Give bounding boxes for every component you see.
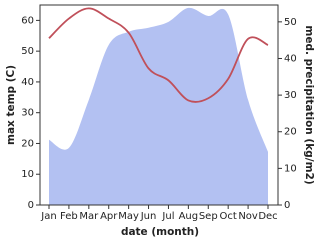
y-tick-label: 10 (21, 169, 34, 180)
y2-tick-label: 40 (284, 53, 297, 64)
y2-tick-label: 0 (284, 200, 290, 211)
precipitation-area (49, 7, 268, 205)
x-tick-label: Sep (199, 211, 218, 222)
x-tick-label: Aug (179, 211, 199, 222)
x-tick-label: Jan (40, 211, 56, 222)
x-tick-label: Nov (238, 211, 258, 222)
y-tick-label: 30 (21, 108, 34, 119)
x-tick-label: Jun (140, 211, 157, 222)
y-axis-label: max temp (C) (5, 65, 17, 145)
x-tick-label: Jul (161, 211, 174, 222)
y2-axis-label: med. precipitation (kg/m2) (303, 25, 315, 184)
y-tick-label: 50 (21, 46, 34, 57)
x-tick-label: May (118, 211, 139, 222)
x-axis-label: date (month) (121, 226, 199, 238)
temp-line (48, 7, 269, 103)
y-tick-label: 0 (28, 200, 34, 211)
y2-tick-label: 50 (284, 17, 297, 28)
x-tick-label: Oct (220, 211, 237, 222)
y-tick-label: 60 (21, 15, 34, 26)
x-tick-label: Dec (258, 211, 277, 222)
y2-tick-label: 30 (284, 90, 297, 101)
plot-frame (39, 4, 279, 206)
y-tick-label: 40 (21, 77, 34, 88)
x-tick-label: Mar (79, 211, 99, 222)
x-tick-label: Feb (60, 211, 78, 222)
x-tick-label: Apr (100, 211, 118, 222)
y-tick-label: 20 (21, 138, 34, 149)
y2-tick-label: 20 (284, 127, 297, 138)
y2-tick-label: 10 (284, 163, 297, 174)
